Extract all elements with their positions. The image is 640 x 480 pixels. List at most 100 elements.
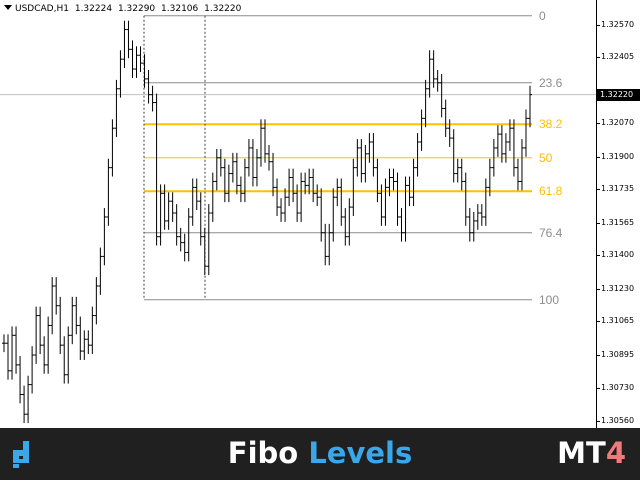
platform-mt: MT	[557, 436, 606, 470]
price-bar	[90, 306, 95, 355]
price-tick-label: 1.31400	[596, 250, 635, 260]
banner-title: Fibo Levels	[0, 436, 640, 470]
price-bar	[10, 326, 15, 380]
price-bar	[351, 158, 356, 216]
price-bar	[271, 152, 276, 197]
price-bar	[283, 188, 288, 222]
price-bar	[226, 164, 231, 203]
price-tick-label: 1.31735	[596, 184, 635, 194]
price-bar	[126, 20, 131, 59]
price-bar	[2, 334, 6, 353]
price-bar	[419, 109, 424, 151]
price-bar	[459, 158, 464, 191]
price-bar	[150, 85, 155, 112]
price-bar	[359, 139, 364, 183]
price-tick-label: 1.30895	[596, 350, 635, 359]
price-bar	[194, 178, 199, 211]
price-bar	[262, 119, 267, 163]
price-tick-label: 1.32070	[596, 118, 635, 128]
price-bar	[98, 247, 103, 295]
price-bar	[146, 70, 151, 104]
price-tick-label: 1.31565	[596, 217, 635, 227]
price-bar	[238, 176, 243, 203]
price-bar	[331, 188, 336, 242]
fib-level-label: 76.4	[539, 225, 563, 240]
price-bar	[62, 336, 67, 384]
brand-logo-icon	[10, 439, 34, 469]
price-axis[interactable]: 1.32570 1.32405 1.32070 1.31900 1.31735 1.315…	[596, 0, 640, 428]
price-bar	[18, 356, 23, 404]
price-tick-label: 1.31065	[596, 316, 635, 326]
price-bar	[210, 172, 215, 222]
fib-level-label: 0	[539, 8, 546, 23]
price-bar	[423, 79, 428, 128]
price-bar	[335, 178, 340, 207]
price-bar	[475, 204, 480, 230]
price-tick-label: 1.30560	[596, 416, 635, 426]
price-bar	[166, 192, 171, 230]
price-bar	[218, 148, 223, 177]
price-bar	[503, 133, 508, 163]
price-bar	[519, 139, 524, 191]
price-bar	[399, 208, 404, 242]
price-bar	[110, 119, 115, 177]
price-bar	[58, 296, 63, 355]
price-bar	[182, 233, 187, 262]
price-bar	[439, 73, 444, 118]
price-bar	[230, 152, 235, 183]
fib-level-label: 50	[539, 150, 553, 165]
price-bar	[138, 46, 143, 72]
price-bar	[114, 79, 119, 138]
price-bar	[118, 50, 123, 98]
price-bar	[14, 326, 19, 374]
price-bar	[295, 184, 300, 222]
price-bar	[499, 125, 504, 163]
price-bar	[323, 223, 328, 266]
price-bar	[6, 334, 11, 380]
price-bar	[38, 306, 43, 355]
close-price: 1.32220	[204, 4, 242, 14]
price-bar	[82, 330, 87, 360]
price-bar	[315, 184, 320, 207]
price-bar	[122, 20, 127, 69]
price-bar	[279, 198, 284, 222]
banner: Fibo Levels MT4	[0, 428, 640, 480]
price-bar	[431, 50, 436, 88]
price-bar	[443, 99, 448, 138]
fib-level-label: 23.6	[539, 75, 563, 90]
price-bar	[379, 184, 384, 226]
price-bar	[106, 158, 111, 226]
price-tick-label: 1.30730	[596, 382, 635, 392]
price-bar	[186, 208, 191, 262]
price-bar	[178, 227, 183, 252]
price-bar	[471, 212, 476, 242]
price-bar	[70, 296, 75, 345]
fib-level-label: 61.8	[539, 184, 563, 199]
fib-level-label: 100	[539, 292, 560, 307]
price-bar	[54, 277, 59, 315]
open-price: 1.32224	[74, 4, 113, 14]
price-bar	[367, 133, 372, 163]
price-bar	[391, 168, 396, 191]
price-bar	[94, 277, 99, 325]
price-bar	[46, 316, 51, 374]
price-bar	[66, 326, 71, 384]
price-bar	[287, 168, 292, 207]
price-bar	[463, 172, 468, 226]
price-bar	[403, 176, 408, 242]
price-bar	[291, 168, 296, 203]
price-bar	[415, 133, 420, 177]
price-bar	[50, 277, 55, 335]
price-bar	[387, 168, 392, 197]
collapse-triangle-icon[interactable]	[4, 5, 12, 10]
high-price: 1.32290	[117, 4, 156, 14]
price-bar	[267, 144, 272, 171]
chart-area[interactable]: USDCAD,H1 1.32224 1.32290 1.32106 1.3222…	[0, 0, 596, 428]
price-bar	[174, 204, 179, 246]
low-price: 1.32106	[161, 4, 199, 14]
price-bar	[375, 158, 380, 203]
symbol-label: USDCAD,H1	[15, 4, 69, 14]
price-bar	[234, 152, 239, 195]
price-chart[interactable]	[0, 0, 596, 428]
price-bar	[250, 139, 255, 187]
